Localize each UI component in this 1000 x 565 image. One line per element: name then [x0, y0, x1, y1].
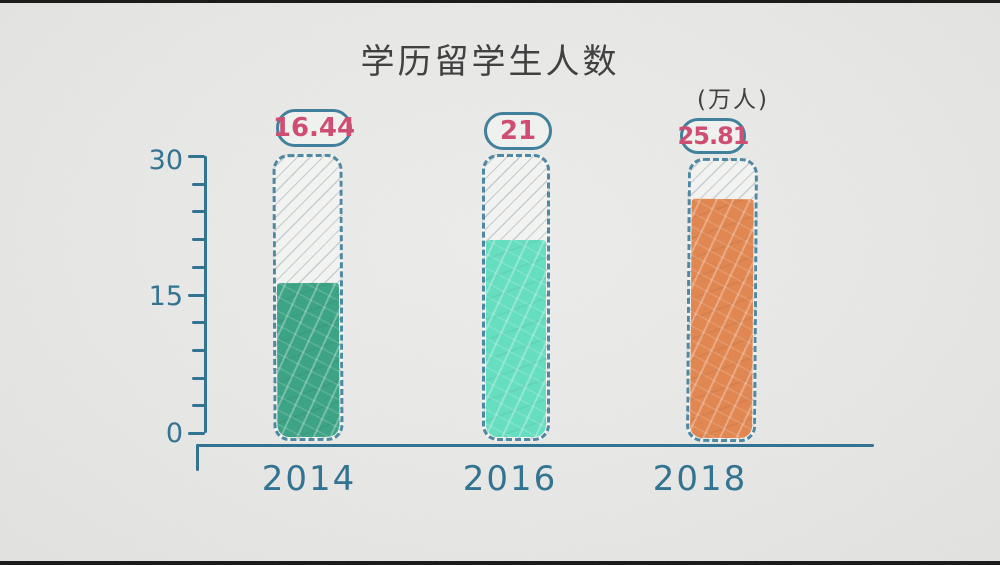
value-badge-2016: 21	[484, 112, 552, 150]
value-label-2016: 21	[499, 116, 537, 146]
bar-fill-2014	[276, 282, 340, 438]
y-axis-tick	[192, 182, 205, 186]
bar-fill-2016	[486, 240, 546, 437]
y-tick-label-15: 15	[148, 281, 183, 312]
x-category-label-2018: 2018	[652, 459, 748, 499]
value-badge-2018: 25.81	[677, 118, 750, 154]
bar-2018	[686, 157, 758, 443]
value-badge-2014: 16.44	[272, 109, 356, 147]
y-tick-label-0: 0	[165, 418, 183, 449]
y-axis-tick	[188, 293, 205, 297]
bar-fill-2018	[690, 198, 754, 439]
y-axis-tick	[192, 348, 205, 352]
y-axis-tick	[188, 155, 205, 158]
y-axis-tick	[192, 404, 205, 408]
x-axis-hook	[196, 444, 199, 471]
bar-2014	[272, 153, 344, 442]
unit-label: (万人)	[697, 87, 769, 113]
y-tick-label-30: 30	[148, 145, 183, 176]
letterbox-top	[0, 0, 1000, 3]
x-category-label-2016: 2016	[462, 459, 558, 499]
letterbox-bottom	[0, 561, 1000, 565]
y-axis-tick	[192, 265, 205, 269]
y-axis-tick	[192, 238, 205, 242]
y-axis: 30 15 0	[149, 147, 207, 447]
y-axis-tick	[192, 376, 205, 380]
chart-title: 学历留学生人数	[360, 42, 620, 82]
value-label-2014: 16.44	[272, 113, 356, 143]
x-axis-line	[196, 444, 874, 447]
x-category-label-2014: 2014	[261, 459, 357, 499]
y-axis-tick	[188, 432, 205, 435]
y-axis-tick	[192, 210, 205, 214]
value-label-2018: 25.81	[677, 122, 750, 150]
y-axis-tick	[192, 321, 205, 325]
bar-2016	[482, 154, 550, 441]
